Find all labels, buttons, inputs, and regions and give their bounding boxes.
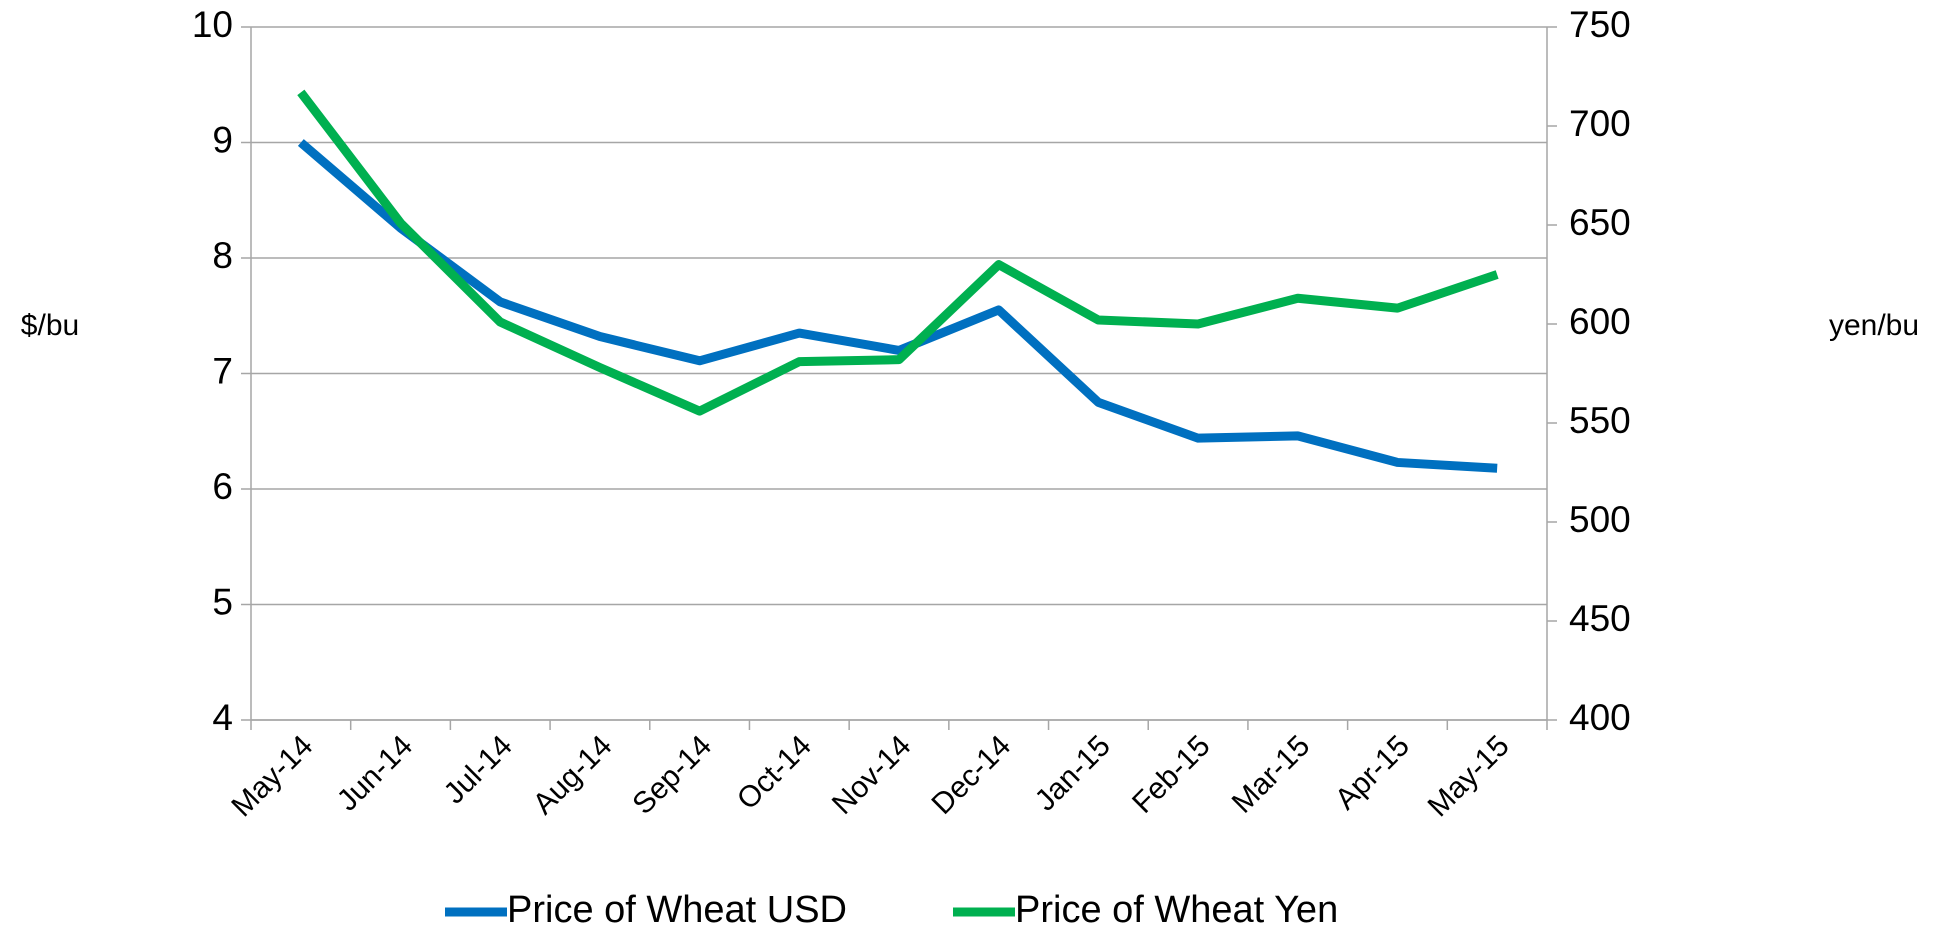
y-axis-label: $/bu xyxy=(21,309,79,342)
series-line xyxy=(297,139,1498,473)
x-tick-label: Jun-14 xyxy=(331,729,419,817)
y2-tick-label: 650 xyxy=(1569,202,1631,243)
y-tick-label: 7 xyxy=(212,350,233,391)
y2-tick-label: 700 xyxy=(1569,103,1631,144)
x-tick-label: May-14 xyxy=(225,729,319,823)
x-tick-label: Dec-14 xyxy=(926,729,1018,821)
y-tick-label: 6 xyxy=(212,466,233,507)
series-line xyxy=(297,89,1499,416)
y2-tick-label: 750 xyxy=(1569,4,1631,45)
y-tick-label: 5 xyxy=(212,581,233,622)
x-tick-label: Mar-15 xyxy=(1226,729,1317,820)
y2-tick-label: 450 xyxy=(1569,598,1631,639)
y2-tick-label: 550 xyxy=(1569,400,1631,441)
legend-label: Price of Wheat Yen xyxy=(1015,889,1338,927)
y2-tick-label: 500 xyxy=(1569,499,1631,540)
y-tick-label: 10 xyxy=(192,4,233,45)
legend-label: Price of Wheat USD xyxy=(507,889,847,927)
x-tick-label: Jul-14 xyxy=(438,729,519,810)
x-tick-label: Jan-15 xyxy=(1029,729,1117,817)
y-tick-label: 4 xyxy=(212,697,233,738)
x-tick-label: May-15 xyxy=(1422,729,1516,823)
y-tick-label: 8 xyxy=(212,235,233,276)
x-tick-label: Sep-14 xyxy=(626,729,718,821)
x-tick-label: Aug-14 xyxy=(527,729,619,821)
x-tick-label: Oct-14 xyxy=(731,729,818,816)
y2-tick-label: 600 xyxy=(1569,301,1631,342)
y2-tick-label: 400 xyxy=(1569,697,1631,738)
y2-axis-label: yen/bu xyxy=(1829,309,1919,342)
x-tick-label: Apr-15 xyxy=(1329,729,1416,816)
x-tick-label: Feb-15 xyxy=(1126,729,1217,820)
x-tick-label: Nov-14 xyxy=(826,729,918,821)
y-tick-label: 9 xyxy=(212,119,233,160)
